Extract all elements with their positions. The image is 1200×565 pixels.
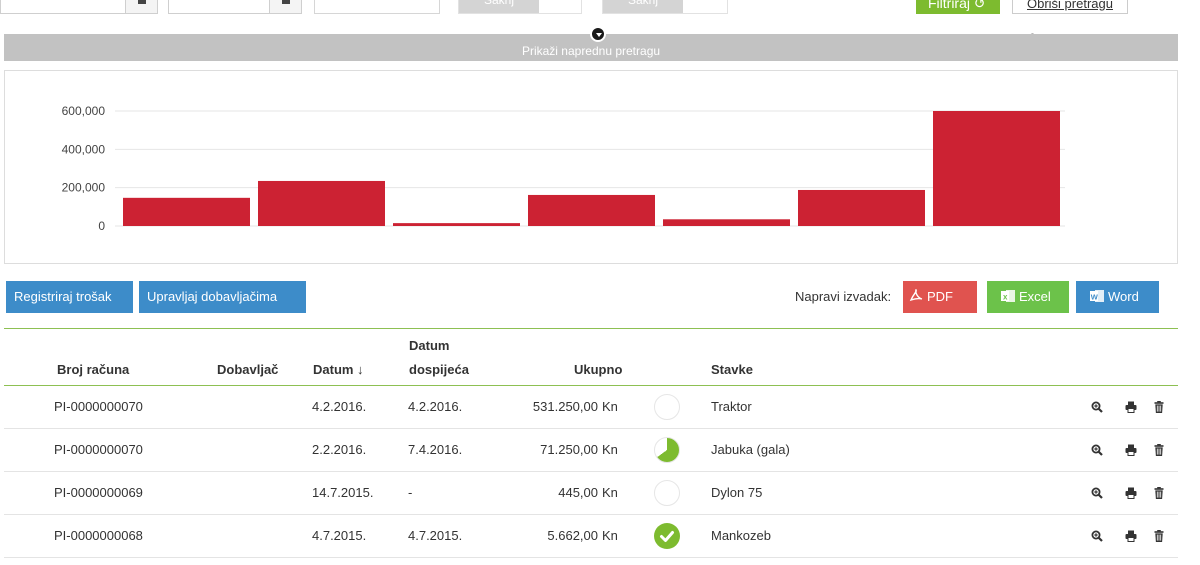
manage-suppliers-button[interactable]: Upravljaj dobavljačima xyxy=(139,281,306,313)
svg-text:W: W xyxy=(1091,293,1099,302)
export-word-button[interactable]: W Word xyxy=(1076,281,1159,313)
export-excel-button[interactable]: x Excel xyxy=(987,281,1069,313)
calendar-icon[interactable] xyxy=(269,0,301,13)
payment-status-icon xyxy=(654,437,680,463)
date: 2.2.2016. xyxy=(312,442,367,457)
date-from-input[interactable] xyxy=(0,0,158,14)
header-due-date-line1: Datum xyxy=(409,338,450,353)
zoom-icon[interactable] xyxy=(1091,487,1103,499)
filter-row: Sakrij Sakrij Filtriraj ↺ Obriši pretrag… xyxy=(0,0,1200,45)
amount: 445,00 xyxy=(558,485,598,500)
bar[interactable] xyxy=(528,194,655,226)
export-excel-label: Excel xyxy=(1019,289,1051,304)
print-icon[interactable] xyxy=(1125,530,1137,542)
export-pdf-button[interactable]: PDF xyxy=(903,281,977,313)
trash-icon[interactable] xyxy=(1153,530,1165,542)
divider xyxy=(4,328,1178,329)
hide-toggle-group-2: Sakrij xyxy=(602,0,728,14)
zoom-icon[interactable] xyxy=(1091,401,1103,413)
amount: 5.662,00 xyxy=(547,528,598,543)
due-date: 7.4.2016. xyxy=(408,442,463,457)
table-row[interactable]: PI-0000000070 2.2.2016. 7.4.2016. 71.250,00… xyxy=(4,429,1178,472)
due-date: - xyxy=(408,485,413,500)
register-cost-button[interactable]: Registriraj trošak xyxy=(6,281,133,313)
hide-toggle-group-1: Sakrij xyxy=(458,0,582,14)
invoice-number: PI-0000000068 xyxy=(54,528,143,543)
amount: 71.250,00 xyxy=(540,442,598,457)
y-tick-label: 400,000 xyxy=(62,142,106,156)
invoice-number: PI-0000000070 xyxy=(54,399,143,414)
trash-icon[interactable] xyxy=(1153,444,1165,456)
header-supplier[interactable]: Dobavljač xyxy=(217,362,279,377)
zoom-icon[interactable] xyxy=(1091,530,1103,542)
expenses-chart: 0 200,000 400,000 600,000 xyxy=(4,70,1178,264)
chart-svg: 0 200,000 400,000 600,000 xyxy=(62,104,1065,233)
header-divider xyxy=(4,385,1178,386)
table-row[interactable]: PI-0000000070 4.2.2016. 4.2.2016. 531.250,0… xyxy=(4,386,1178,429)
due-date: 4.2.2016. xyxy=(408,399,463,414)
header-due-date-line2: dospijeća xyxy=(409,362,469,377)
word-icon: W xyxy=(1090,290,1104,302)
svg-text:x: x xyxy=(1003,293,1008,302)
y-tick-label: 600,000 xyxy=(62,104,106,118)
invoice-number: PI-0000000070 xyxy=(54,442,143,457)
excel-icon: x xyxy=(1001,290,1015,302)
y-tick-label: 0 xyxy=(98,219,105,233)
items: Mankozeb xyxy=(711,528,771,543)
bar[interactable] xyxy=(258,180,385,226)
payment-status-icon xyxy=(654,480,680,506)
amount: 531.250,00 xyxy=(532,399,598,414)
calendar-icon[interactable] xyxy=(125,0,157,13)
payment-status-icon xyxy=(654,394,680,420)
payment-status-icon xyxy=(654,523,680,549)
date: 14.7.2015. xyxy=(312,485,374,500)
currency: Kn xyxy=(602,528,618,543)
currency: Kn xyxy=(602,442,618,457)
date: 4.7.2015. xyxy=(312,528,367,543)
header-total[interactable]: Ukupno xyxy=(574,362,623,377)
bar[interactable] xyxy=(663,219,790,226)
bar[interactable] xyxy=(933,111,1060,226)
filter-button[interactable]: Filtriraj ↺ xyxy=(916,0,1000,14)
items: Traktor xyxy=(711,399,752,414)
pdf-icon xyxy=(909,289,923,302)
trash-icon[interactable] xyxy=(1153,401,1165,413)
table-row[interactable]: PI-0000000068 4.7.2015. 4.7.2015. 5.662,00 K… xyxy=(4,515,1178,558)
date-to-input[interactable] xyxy=(168,0,302,14)
bar[interactable] xyxy=(123,197,250,226)
export-pdf-label: PDF xyxy=(927,289,953,304)
hide-button-1[interactable]: Sakrij xyxy=(459,0,539,13)
export-label: Napravi izvadak: xyxy=(795,289,892,304)
export-word-label: Word xyxy=(1108,289,1139,304)
currency: Kn xyxy=(602,399,618,414)
print-icon[interactable] xyxy=(1125,401,1137,413)
header-due-date[interactable]: Datum dospijeća xyxy=(409,338,469,378)
items: Jabuka (gala) xyxy=(711,442,790,457)
invoice-number: PI-0000000069 xyxy=(54,485,143,500)
header-items[interactable]: Stavke xyxy=(711,362,753,377)
bar[interactable] xyxy=(798,189,925,226)
currency: Kn xyxy=(602,485,618,500)
table-row[interactable]: PI-0000000069 14.7.2015. - 445,00 Kn Dylon 75 xyxy=(4,472,1178,515)
header-date[interactable]: Datum ↓ xyxy=(313,362,364,377)
due-date: 4.7.2015. xyxy=(408,528,463,543)
print-icon[interactable] xyxy=(1125,487,1137,499)
zoom-icon[interactable] xyxy=(1091,444,1103,456)
date: 4.2.2016. xyxy=(312,399,367,414)
print-icon[interactable] xyxy=(1125,444,1137,456)
hide-button-2[interactable]: Sakrij xyxy=(603,0,683,13)
items: Dylon 75 xyxy=(711,485,763,500)
y-tick-label: 200,000 xyxy=(62,181,106,195)
bar[interactable] xyxy=(393,223,520,226)
expand-circle-icon[interactable] xyxy=(590,26,606,42)
header-invoice-number[interactable]: Broj računa xyxy=(57,362,130,377)
clear-search-button[interactable]: Obriši pretragu ⊗ xyxy=(1012,0,1128,45)
trash-icon[interactable] xyxy=(1153,487,1165,499)
search-field[interactable] xyxy=(314,0,440,14)
